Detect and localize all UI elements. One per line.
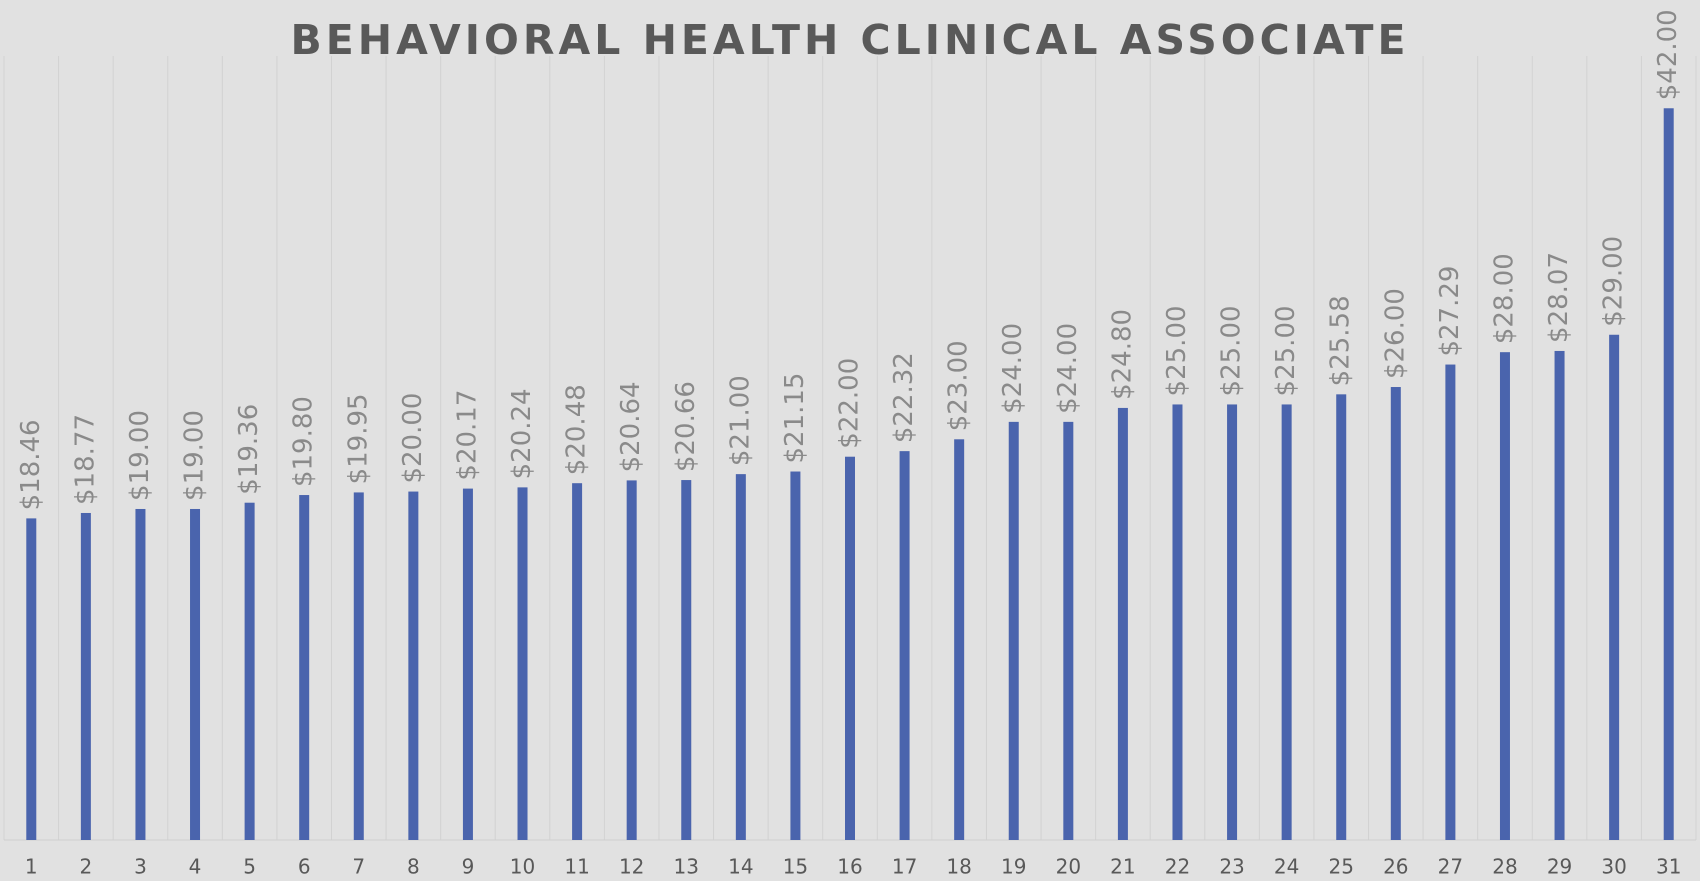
data-label: $27.29: [1435, 266, 1465, 357]
data-label: $28.00: [1489, 253, 1519, 344]
x-tick-label: 6: [298, 855, 311, 879]
bar: [80, 512, 91, 840]
bar: [299, 495, 310, 840]
bar: [1227, 404, 1238, 840]
bar: [353, 492, 364, 840]
bar: [681, 480, 692, 840]
bar: [135, 508, 146, 840]
bar: [244, 502, 255, 840]
bar: [1172, 404, 1183, 840]
data-label: $24.80: [1107, 309, 1137, 400]
x-tick-label: 4: [189, 855, 202, 879]
x-tick-label: 26: [1383, 855, 1408, 879]
x-tick-label: 27: [1438, 855, 1463, 879]
bar: [626, 480, 637, 840]
data-label: $24.00: [1053, 323, 1083, 414]
data-label: $18.46: [16, 419, 46, 510]
data-label: $29.00: [1599, 236, 1629, 327]
x-tick-label: 1: [25, 855, 38, 879]
bar: [26, 518, 37, 840]
x-tick-label: 9: [462, 855, 475, 879]
data-label: $25.00: [1162, 305, 1192, 396]
data-label: $20.24: [507, 388, 537, 479]
data-label: $20.48: [562, 384, 592, 475]
bar: [790, 471, 801, 840]
data-label: $20.64: [616, 381, 646, 472]
data-label: $28.07: [1544, 252, 1574, 343]
data-label: $19.95: [343, 393, 373, 484]
data-label: $19.00: [125, 410, 155, 501]
x-tick-label: 24: [1274, 855, 1299, 879]
data-label: $19.00: [180, 410, 210, 501]
x-tick-label: 5: [243, 855, 256, 879]
x-tick-label: 17: [892, 855, 917, 879]
data-label: $20.66: [671, 381, 701, 472]
bar: [1336, 394, 1347, 840]
x-tick-label: 23: [1219, 855, 1244, 879]
data-label: $24.00: [998, 323, 1028, 414]
bar: [954, 439, 965, 840]
x-tick-label: 12: [619, 855, 644, 879]
x-tick-label: 7: [352, 855, 365, 879]
x-tick-label: 28: [1492, 855, 1517, 879]
data-label: $23.00: [944, 340, 974, 431]
x-tick-label: 13: [674, 855, 699, 879]
bar: [1008, 421, 1019, 840]
data-label: $26.00: [1380, 288, 1410, 379]
bar: [517, 487, 528, 840]
x-tick-label: 22: [1165, 855, 1190, 879]
data-label: $20.17: [452, 390, 482, 481]
bar: [735, 474, 746, 840]
bar: [190, 508, 201, 840]
data-label: $21.00: [725, 375, 755, 466]
data-label: $25.58: [1326, 295, 1356, 386]
x-tick-label: 11: [564, 855, 589, 879]
data-label: $42.00: [1653, 9, 1683, 100]
bar: [1063, 421, 1074, 840]
data-label: $25.00: [1217, 305, 1247, 396]
x-tick-label: 15: [783, 855, 808, 879]
data-label: $19.36: [234, 404, 264, 495]
chart-title: BEHAVIORAL HEALTH CLINICAL ASSOCIATE: [291, 16, 1410, 64]
data-label: $25.00: [1271, 305, 1301, 396]
x-tick-label: 25: [1328, 855, 1353, 879]
bar: [1390, 387, 1401, 840]
bar: [1445, 364, 1456, 840]
bar: [462, 488, 473, 840]
data-label: $18.77: [70, 414, 100, 505]
data-label: $22.32: [889, 352, 919, 443]
x-tick-label: 14: [728, 855, 753, 879]
data-label: $20.00: [398, 393, 428, 484]
data-label: $19.80: [289, 396, 319, 487]
x-tick-label: 29: [1547, 855, 1572, 879]
x-tick-label: 10: [510, 855, 535, 879]
data-label: $21.15: [780, 373, 810, 464]
x-tick-label: 2: [80, 855, 93, 879]
bar: [1281, 404, 1292, 840]
bar: [899, 451, 910, 840]
bar: [1499, 352, 1510, 840]
bar: [1663, 108, 1674, 841]
x-tick-label: 18: [946, 855, 971, 879]
bar: [572, 483, 583, 840]
x-tick-label: 8: [407, 855, 420, 879]
data-label: $22.00: [835, 358, 865, 449]
x-tick-label: 16: [837, 855, 862, 879]
x-tick-label: 3: [134, 855, 147, 879]
x-tick-label: 19: [1001, 855, 1026, 879]
x-tick-label: 30: [1601, 855, 1626, 879]
bar: [1117, 407, 1128, 840]
bar: [845, 456, 855, 840]
bar: [1609, 334, 1620, 840]
x-tick-label: 31: [1656, 855, 1681, 879]
x-tick-label: 20: [1056, 855, 1081, 879]
x-tick-label: 21: [1110, 855, 1135, 879]
bar: [1554, 350, 1565, 840]
bar: [408, 491, 419, 840]
